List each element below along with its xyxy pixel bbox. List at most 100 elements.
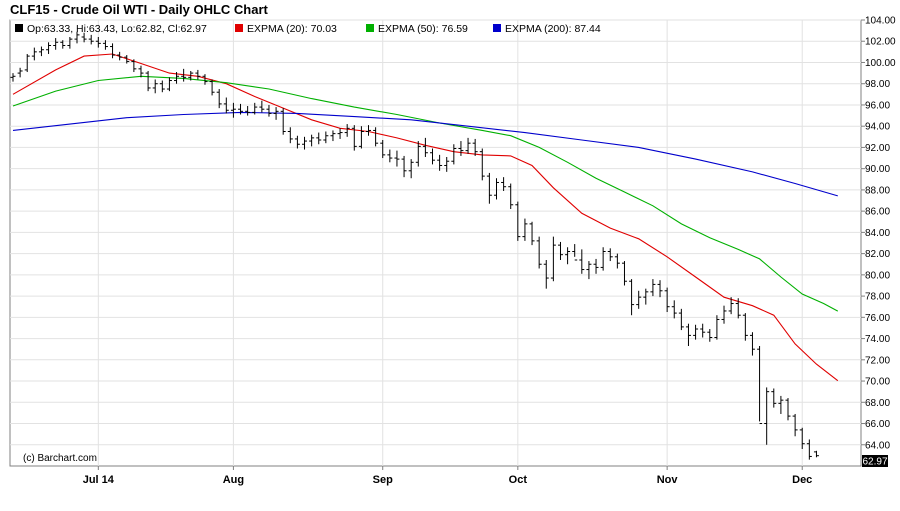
ohlc-bar [309,134,315,147]
y-tick-label: 72.00 [865,355,890,366]
ohlc-bar [557,241,563,260]
y-tick-label: 90.00 [865,164,890,175]
ohlc-bar [636,290,642,309]
ohlc-bar [351,125,357,151]
y-tick-label: 80.00 [865,270,890,281]
ohlc-bar [586,261,592,280]
ohlc-bar [437,154,443,171]
ohlc-bar [522,218,528,241]
legend-label: EXPMA (20): 70.03 [247,23,337,35]
ohlc-bar [629,279,635,316]
ohlc-bar [550,236,556,282]
ohlc-bar [10,73,16,82]
y-tick-label: 98.00 [865,79,890,90]
y-tick-label: 74.00 [865,334,890,345]
ohlc-bar [102,40,108,50]
y-tick-label: 64.00 [865,440,890,451]
legend-item: EXPMA (50): 76.59 [366,23,468,35]
ohlc-bar [145,70,151,92]
ohlc-bar [813,450,819,458]
ohlc-bar [444,156,450,172]
ohlc-bar [643,288,649,305]
legend-item: EXPMA (200): 87.44 [493,23,601,35]
legend-item: Op:63.33, Hi:63.43, Lo:62.82, Cl:62.97 [15,23,207,35]
ohlc-bar [501,177,507,191]
ohlc-bars [10,31,819,460]
y-tick-label: 92.00 [865,143,890,154]
legend-swatch [366,24,374,32]
ohlc-bar [742,313,748,341]
ohlc-bar [38,46,44,57]
ohlc-bar [266,104,272,117]
ohlc-bar [607,248,613,262]
ohlc-bar [806,439,812,460]
ohlc-bar [294,135,300,149]
ohlc-bar [401,155,407,178]
ohlc-bar [664,287,670,313]
ohlc-bar [252,102,258,115]
ohlc-bar [181,68,187,82]
x-tick-label: Oct [509,474,528,486]
ohlc-bar [138,65,144,78]
ohlc-bar [422,137,428,157]
ohlc-bar [166,77,172,92]
legend-swatch [15,24,23,32]
ohlc-bar [465,137,471,154]
ohlc-bar [387,149,393,163]
ohlc-bar [565,247,571,265]
ohlc-bar [245,106,251,116]
y-tick-label: 86.00 [865,207,890,218]
ohlc-bar [707,329,713,342]
legend-label: EXPMA (200): 87.44 [505,23,601,35]
credit-label: (c) Barchart.com [23,453,97,464]
ohlc-bar [195,69,201,80]
ohlc-bar [24,53,30,73]
legend-swatch [235,24,243,32]
x-tick-label: Sep [373,474,393,486]
ohlc-bar [529,221,535,246]
ohlc-bar [238,103,244,115]
ohlc-bar [415,141,421,167]
ohlc-bar [74,31,80,44]
ohlc-bar [493,178,499,200]
x-tick-label: Aug [223,474,244,486]
ohlc-bar [110,43,116,59]
y-tick-label: 102.00 [865,37,896,48]
chart-title: CLF15 - Crude Oil WTI - Daily OHLC Chart [10,2,268,17]
ohlc-bar [408,159,414,179]
ohlc-bar [657,280,663,298]
x-tick-label: Nov [657,474,679,486]
ohlc-bar [330,130,336,142]
ohlc-bar [230,102,236,118]
ohlc-bar [614,253,620,269]
ohlc-bar [53,38,59,50]
y-tick-label: 96.00 [865,100,890,111]
ohlc-bar [159,80,165,93]
x-tick-label: Jul 14 [83,474,115,486]
ohlc-bar [721,305,727,324]
ohlc-bar [117,51,123,61]
ohlc-bar [380,139,386,159]
ohlc-bar [621,261,627,286]
ohlc-bar [458,141,464,156]
y-tick-label: 88.00 [865,185,890,196]
ohlc-bar [764,387,770,445]
ohlc-bar [572,244,578,261]
ohlc-bar [67,36,73,49]
ohlc-bar [131,59,137,73]
ohlc-bar [17,67,23,78]
ohlc-bar [515,201,521,241]
ohlc-bar [46,42,52,54]
ohlc-bar [174,72,180,84]
ohlc-bar [302,136,308,150]
ohlc-bar [579,249,585,274]
y-tick-label: 94.00 [865,122,890,133]
last-value-marker: 62.97 [862,455,888,468]
y-tick-label: 78.00 [865,292,890,303]
ohlc-bar [472,138,478,156]
ohlc-bar [344,124,350,137]
y-tick-label: 68.00 [865,398,890,409]
plot-frame [9,19,862,467]
svg-text:62.97: 62.97 [862,457,887,468]
